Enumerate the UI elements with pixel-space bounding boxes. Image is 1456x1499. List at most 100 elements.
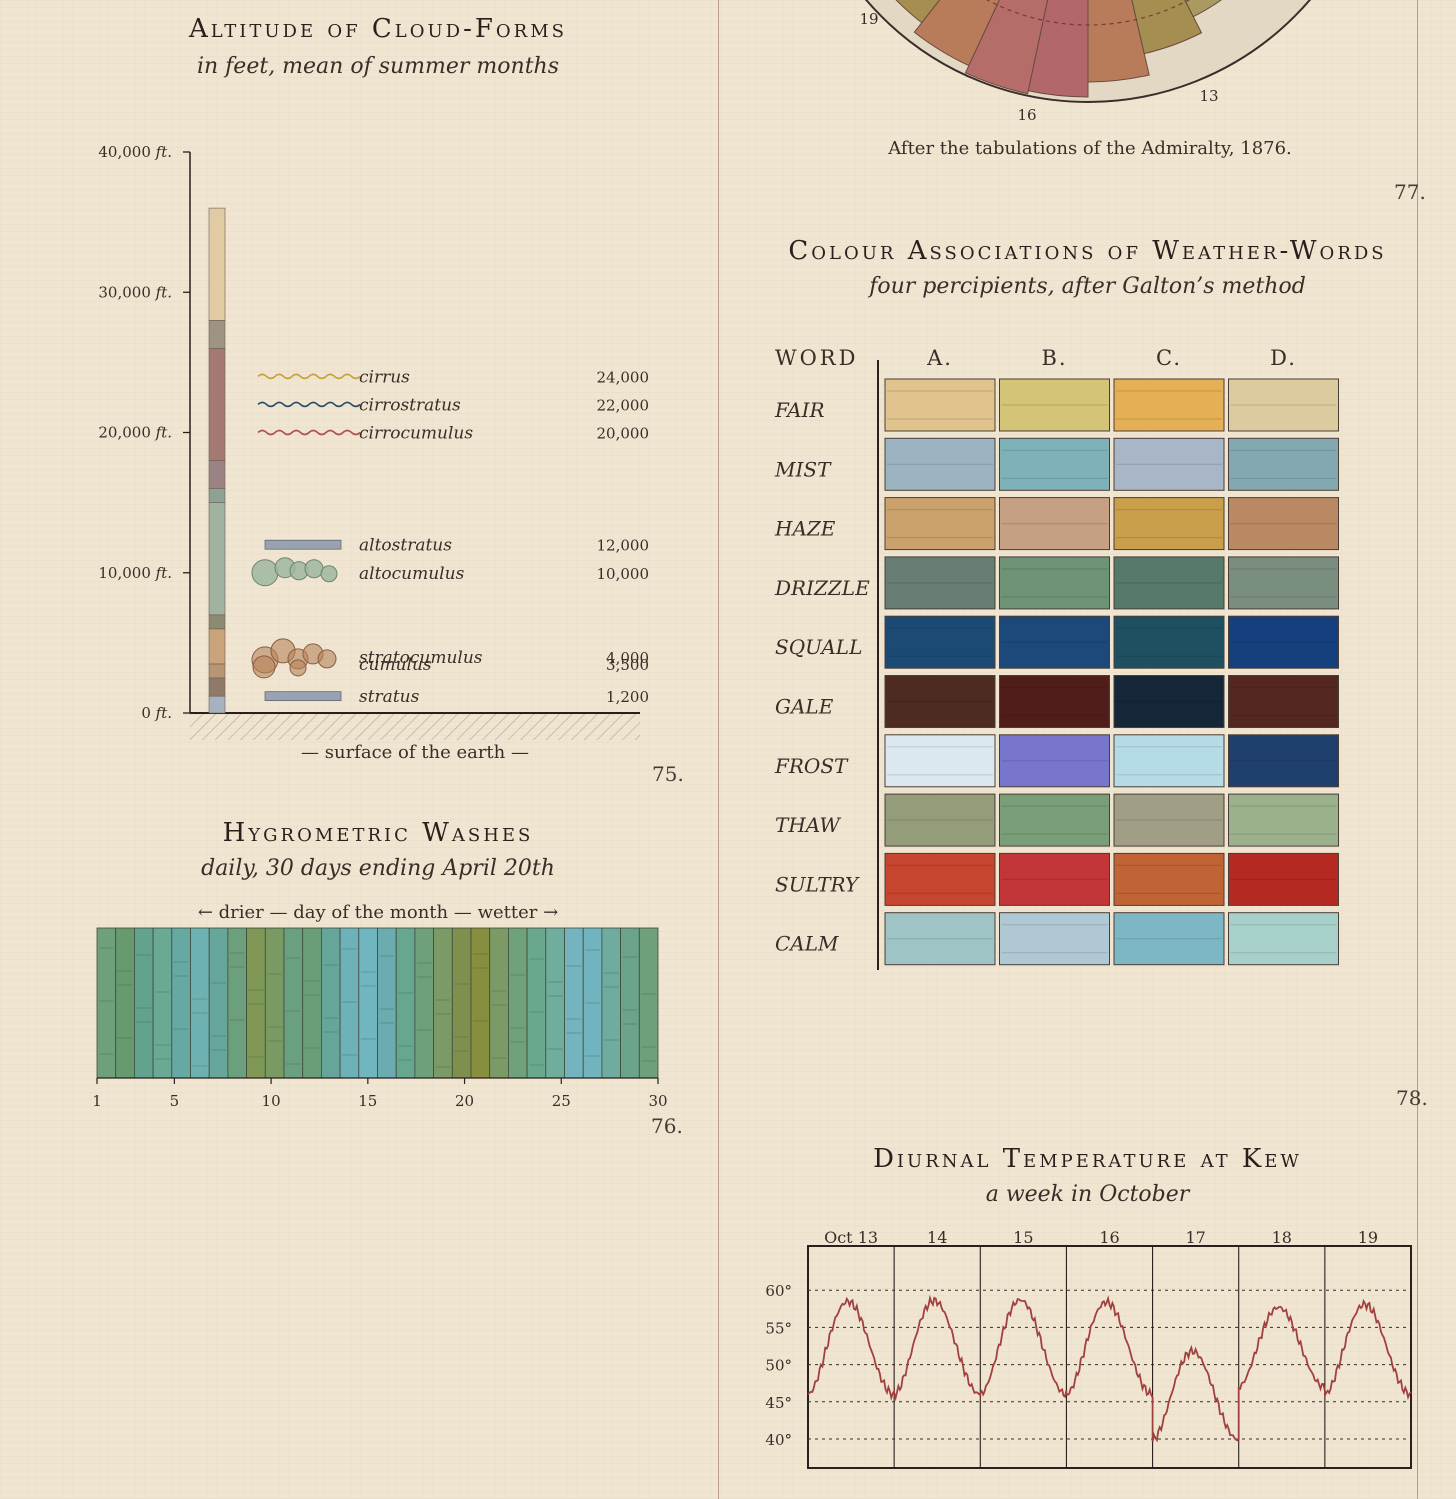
colour-swatch: [999, 497, 1110, 551]
cloud-form-name: altocumulus: [359, 564, 465, 584]
diurnal-chart-title: Diurnal Temperature at Kew: [873, 1144, 1302, 1174]
colour-column-header: D.: [1270, 346, 1297, 370]
colour-column-header: B.: [1041, 346, 1067, 370]
colour-swatch: [1228, 437, 1339, 491]
hygro-x-tick-label: 25: [552, 1092, 571, 1110]
colour-swatch: [1113, 378, 1225, 432]
diurnal-day-label: 14: [927, 1228, 947, 1247]
colour-swatch: [1228, 793, 1339, 847]
cloud-glyph-stratocumulus: [289, 659, 307, 677]
cloud-form-name: cirrus: [359, 367, 410, 387]
colour-row-word: FROST: [774, 754, 849, 778]
colour-swatch: [884, 675, 996, 728]
cloud-form-altitude: 24,000: [597, 368, 650, 386]
colour-swatch: [999, 734, 1110, 788]
cloud-chart-subtitle: in feet, mean of summer months: [196, 54, 560, 79]
page-number-76: 76.: [651, 1114, 683, 1138]
cloud-form-name: cumulus: [359, 655, 432, 675]
colour-swatch: [884, 793, 996, 847]
rose-wedge-6: [1184, 0, 1222, 18]
colour-swatch: [1113, 675, 1225, 728]
cloud-form-name: stratocumulus: [359, 648, 483, 668]
colour-row-word: DRIZZLE: [774, 576, 870, 600]
colour-swatch: [884, 497, 996, 551]
cloud-form-altitude: 10,000: [597, 565, 650, 583]
cloud-form-altitude: 4,000: [606, 649, 649, 667]
cloud-form-altitude: 12,000: [597, 537, 650, 555]
cloud-y-tick-label: 20,000 ft.: [98, 424, 172, 442]
colour-swatch: [884, 437, 996, 491]
colour-swatch: [1113, 793, 1225, 847]
colour-swatch: [1228, 912, 1339, 966]
colour-swatch: [999, 437, 1110, 491]
colour-word-header: WORD: [775, 346, 858, 370]
hygro-x-tick-label: 10: [262, 1092, 281, 1110]
page-number-77: 77.: [1394, 180, 1426, 204]
cloud-form-name: cirrostratus: [359, 395, 461, 415]
colour-swatch: [1228, 497, 1339, 551]
diurnal-day-label: Oct 13: [824, 1228, 878, 1247]
colour-swatch: [999, 378, 1110, 432]
colour-swatch: [999, 615, 1110, 669]
temperature-line: [807, 1294, 1412, 1443]
cloud-glyph-altocumulus: [320, 565, 338, 583]
hygro-chart-subtitle: daily, 30 days ending April 20th: [201, 856, 555, 881]
diurnal-chart-subtitle: a week in October: [985, 1182, 1190, 1207]
diurnal-day-label: 17: [1185, 1228, 1205, 1247]
rose-spoke-label: 19: [859, 10, 878, 28]
colour-swatch: [1113, 556, 1225, 610]
rose-wedge-5: [1131, 0, 1203, 55]
colour-swatch: [999, 912, 1110, 966]
cloud-glyph-stratocumulus: [252, 655, 276, 679]
cloud-glyph-altostratus: [264, 539, 342, 550]
earth-hatching: [190, 714, 640, 740]
colour-swatch: [1113, 497, 1225, 551]
colour-swatch: [1228, 615, 1339, 669]
diurnal-y-tick-label: 50°: [765, 1357, 792, 1375]
colour-row-word: SULTRY: [775, 872, 860, 896]
rose-caption: After the tabulations of the Admiralty, …: [888, 138, 1292, 159]
colour-swatch: [884, 734, 996, 788]
hygro-axis-caption: ← drier — day of the month — wetter →: [197, 902, 559, 923]
rose-spoke-label: 13: [1199, 87, 1218, 105]
cloud-glyph-stratocumulus: [317, 649, 337, 669]
rose-wedge-2: [964, 0, 1049, 95]
colour-column-header: A.: [926, 346, 953, 370]
cloud-glyph-stratus: [264, 691, 342, 702]
colour-row-word: FAIR: [774, 398, 825, 422]
colour-swatch: [999, 852, 1110, 906]
cloud-form-altitude: 1,200: [606, 688, 649, 706]
colour-swatch: [1228, 852, 1339, 906]
colour-swatch: [999, 675, 1110, 728]
cloud-form-name: cirrocumulus: [359, 424, 473, 444]
diurnal-y-tick-label: 55°: [765, 1319, 792, 1337]
altitude-column-segment-10: [208, 207, 226, 321]
colour-swatch: [884, 615, 996, 669]
diurnal-day-label: 15: [1013, 1228, 1033, 1247]
cloud-glyph-cirrus: [257, 373, 361, 380]
cloud-form-altitude: 22,000: [597, 396, 650, 414]
colour-swatch: [1228, 734, 1339, 788]
colour-swatch: [884, 912, 996, 966]
colour-row-word: THAW: [775, 813, 841, 837]
colour-swatch: [1228, 675, 1339, 728]
cloud-form-name: stratus: [359, 687, 420, 707]
colour-swatch: [999, 793, 1110, 847]
colour-chart-title: Colour Associations of Weather-Words: [788, 236, 1387, 266]
colour-swatch: [1228, 556, 1339, 610]
cloud-y-tick-label: 10,000 ft.: [98, 564, 172, 582]
colour-column-header: C.: [1156, 346, 1182, 370]
colour-swatch: [884, 556, 996, 610]
colour-row-word: GALE: [775, 695, 834, 719]
cloud-y-tick-label: 0 ft.: [141, 704, 172, 722]
hygro-x-tick-label: 1: [92, 1092, 102, 1110]
colour-row-word: CALM: [775, 932, 839, 956]
colour-swatch: [1228, 378, 1339, 432]
cloud-y-tick-label: 30,000 ft.: [98, 283, 172, 301]
colour-swatch: [1113, 437, 1225, 491]
diurnal-day-label: 19: [1358, 1228, 1378, 1247]
column-divider: [718, 0, 719, 1499]
